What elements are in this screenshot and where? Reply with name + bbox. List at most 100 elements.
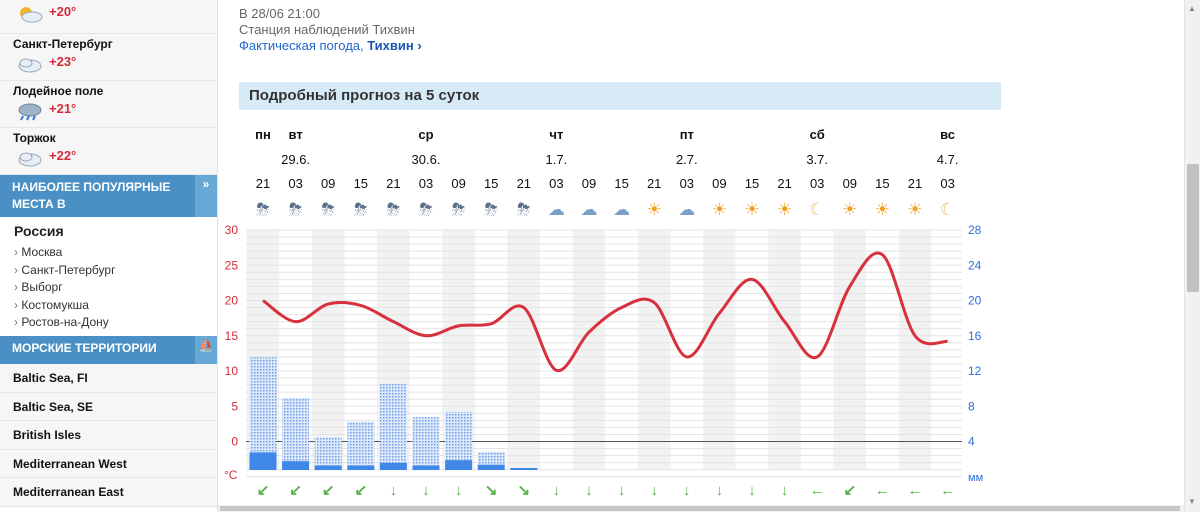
vertical-scrollbar[interactable]: ▲ ▼ — [1184, 0, 1200, 512]
observation-station: Станция наблюдений Тихвин — [239, 22, 415, 37]
sea-item[interactable]: Mediterranean West — [0, 449, 217, 478]
date-label: 1.7. — [545, 152, 568, 167]
region-link-vyborg[interactable]: Выборг — [14, 279, 217, 297]
cloud-rain-icon: ⛈ — [419, 200, 433, 219]
cloud-rain-icon: ⛈ — [353, 200, 368, 219]
hour-label: 09 — [320, 176, 336, 191]
cloud-icon: ☁ — [547, 200, 565, 219]
cloud-icon: ☁ — [613, 200, 631, 219]
hour-label: 09 — [712, 176, 727, 191]
cloud-icon: ☁ — [678, 200, 696, 219]
hour-label: 15 — [614, 176, 629, 191]
observation-link[interactable]: Фактическая погода, Тихвин › — [239, 38, 422, 54]
hour-label: 03 — [418, 176, 434, 191]
scroll-thumb[interactable] — [1187, 164, 1199, 292]
precip-range-bar — [412, 417, 440, 470]
wind-arrow-icon: ↘ — [517, 482, 531, 499]
precip-bar — [412, 465, 440, 470]
collapse-chevron-icon[interactable]: » — [195, 175, 217, 217]
sea-territories-header[interactable]: Морские территории ⛵ — [0, 336, 217, 364]
observation-block: В 28/06 21:00 Станция наблюдений Тихвин … — [239, 6, 422, 54]
left-axis-tick: 10 — [225, 364, 239, 378]
horizontal-scroll-thumb[interactable] — [220, 506, 1180, 511]
wind-arrow-icon: ↓ — [683, 482, 691, 499]
forecast-chart: 30 25 20 15 10 5 0 °C 28 24 20 16 12 8 4 мм — [224, 223, 983, 482]
region-link-spb[interactable]: Санкт-Петербург — [14, 262, 217, 280]
left-axis-tick: 30 — [225, 223, 239, 237]
observation-link-prefix: Фактическая погода, — [239, 38, 368, 53]
cloud-icon: ☁ — [580, 200, 598, 219]
day-label: вт — [288, 127, 303, 142]
cloud-rain-icon: ⛈ — [516, 200, 531, 219]
precip-bar — [282, 461, 310, 470]
wind-arrow-icon: ← — [907, 482, 923, 499]
wind-arrow-icon: ↓ — [780, 482, 789, 499]
popular-places-title: Наиболее популярные места в — [12, 180, 171, 211]
day-label: пт — [679, 127, 694, 142]
right-axis-tick: 20 — [968, 294, 982, 308]
hour-label: 15 — [875, 176, 890, 191]
forecast-title: Подробный прогноз на 5 суток — [239, 82, 1001, 110]
wind-arrow-icon: ← — [940, 482, 956, 499]
city-item[interactable]: Торжок +22° — [0, 128, 217, 175]
day-label: сб — [809, 127, 825, 142]
hour-label: 03 — [549, 176, 564, 191]
region-link-moscow[interactable]: Москва — [14, 244, 217, 262]
scroll-up-icon[interactable]: ▲ — [1188, 4, 1196, 13]
wind-arrow-icon: ↓ — [715, 482, 724, 499]
region-link-kostomuksha[interactable]: Костомукша — [14, 297, 217, 315]
region-link-rostov[interactable]: Ростов-на-Дону — [14, 314, 217, 332]
city-item[interactable]: Лодейное поле +21° — [0, 81, 217, 128]
hour-label: 03 — [809, 176, 825, 191]
wind-arrow-icon: ↓ — [748, 482, 756, 499]
date-label: 29.6. — [281, 152, 311, 167]
city-item[interactable]: +20° — [0, 0, 217, 34]
hour-label: 21 — [907, 176, 923, 191]
precip-bar — [477, 464, 505, 470]
date-label: 3.7. — [806, 152, 829, 167]
hour-label: 21 — [255, 176, 271, 191]
city-name: Санкт-Петербург — [13, 37, 113, 51]
wind-arrow-icon: ↘ — [484, 482, 498, 499]
date-label: 30.6. — [411, 152, 441, 167]
city-name: Лодейное поле — [13, 84, 104, 98]
precip-bar — [445, 460, 473, 470]
region-title: Россия — [14, 223, 64, 239]
observation-link-city: Тихвин › — [367, 38, 422, 53]
left-axis-tick: 5 — [231, 399, 238, 413]
hour-label: 09 — [842, 176, 858, 191]
cloud-rain-icon — [18, 103, 42, 121]
wind-arrow-icon: ↙ — [321, 482, 335, 499]
wind-arrow-icon: ↙ — [256, 482, 270, 499]
right-axis-tick: 4 — [968, 435, 975, 449]
cloud-icon — [18, 58, 42, 73]
main-content: В 28/06 21:00 Станция наблюдений Тихвин … — [218, 0, 1184, 512]
right-axis-tick: 28 — [968, 223, 982, 237]
precip-bar — [510, 468, 538, 470]
precip-range-bar — [314, 437, 342, 470]
right-axis-tick: 24 — [968, 258, 982, 272]
city-item[interactable]: Санкт-Петербург +23° — [0, 34, 217, 81]
sea-item[interactable]: Baltic Sea, FI — [0, 364, 217, 393]
wind-arrow-icon: ← — [809, 482, 825, 499]
hour-label: 15 — [744, 176, 760, 191]
sea-item[interactable]: Baltic Sea, SE — [0, 392, 217, 421]
sun-icon: ☀ — [711, 200, 728, 219]
cloud-rain-icon: ⛈ — [256, 200, 270, 219]
sun-icon: ☀ — [646, 200, 662, 219]
precip-range-bar — [282, 397, 310, 470]
sea-item[interactable]: Mediterranean East — [0, 478, 217, 507]
wind-arrow-icon: ↙ — [843, 482, 857, 499]
wind-arrow-icon: ↓ — [454, 482, 463, 499]
sea-item[interactable]: British Isles — [0, 421, 217, 450]
hour-label: 03 — [288, 176, 303, 191]
horizontal-scrollbar[interactable] — [218, 505, 1184, 512]
observation-time: В 28/06 21:00 — [239, 6, 320, 21]
sea-territories-title: Морские территории — [12, 341, 157, 355]
popular-places-header[interactable]: Наиболее популярные места в » — [0, 175, 217, 217]
city-temp: +21° — [49, 100, 77, 116]
scroll-down-icon[interactable]: ▼ — [1188, 497, 1196, 506]
sailboat-icon: ⛵ — [195, 336, 217, 364]
wind-arrow-icon: ↓ — [585, 482, 593, 499]
hour-label: 03 — [679, 176, 695, 191]
